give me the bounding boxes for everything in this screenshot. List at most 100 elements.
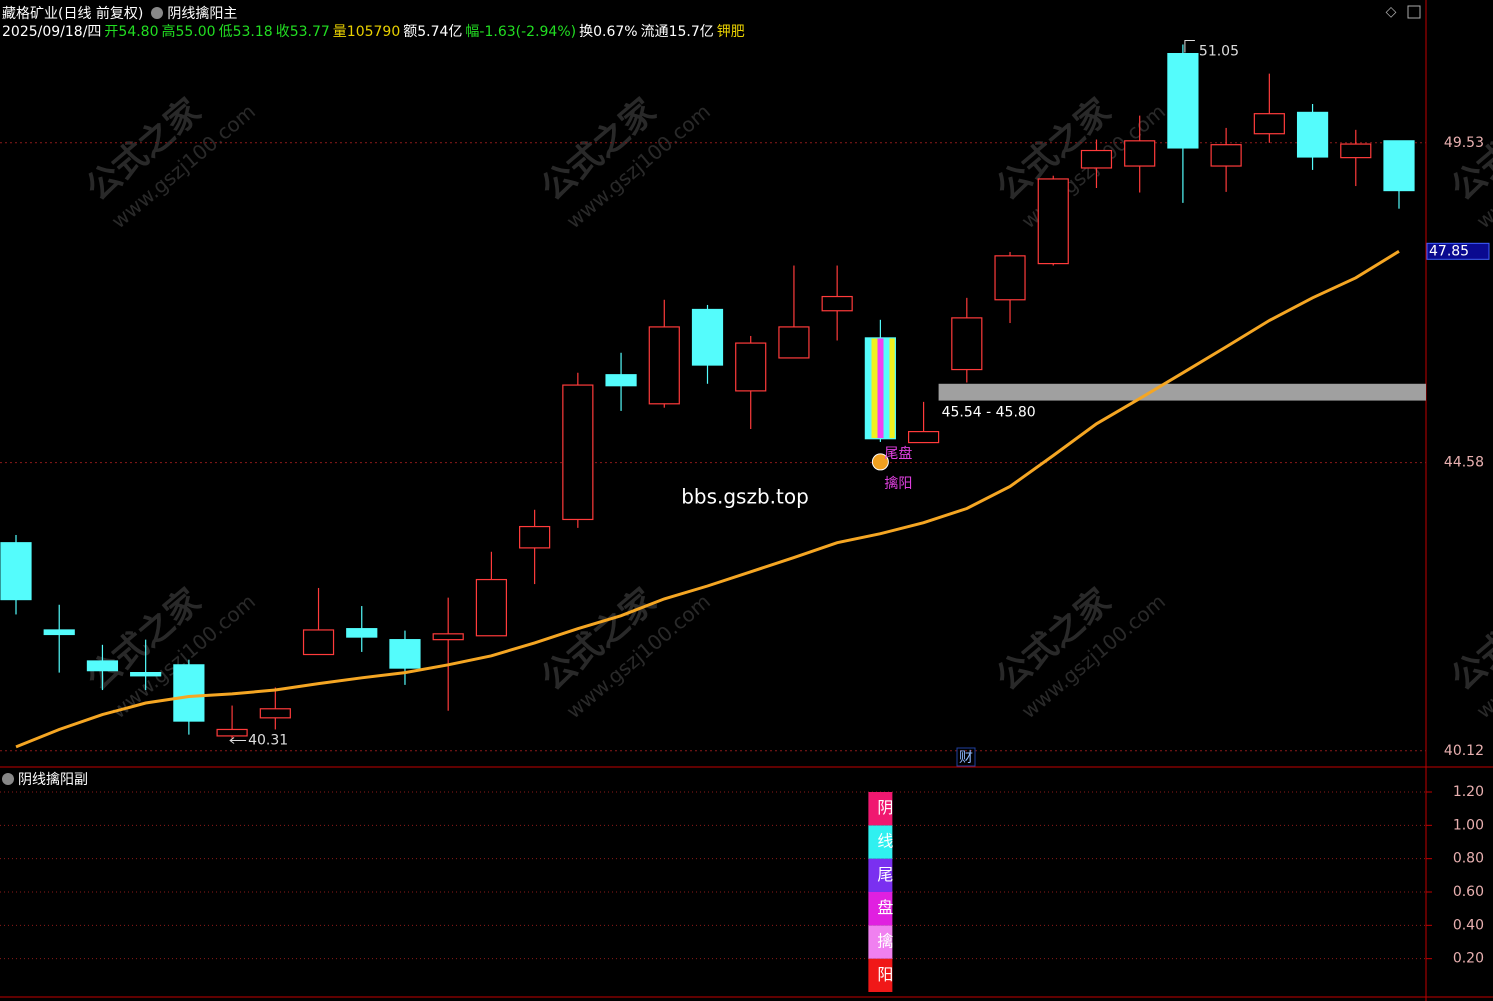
candle-body: [691, 308, 724, 366]
main-panel: 40.12 44.58 49.53 45.54 - 45.80 47.85 51.05 40…: [0, 40, 1490, 759]
stacked-segment: [868, 825, 893, 859]
watermark-text: 公式之家: [1444, 581, 1493, 699]
candle-body: [994, 255, 1026, 301]
y-tick-label: 0.40: [1453, 917, 1484, 933]
ma-line: [15, 250, 1400, 749]
candle-body: [346, 628, 378, 638]
quote-item: 钾肥: [716, 24, 745, 40]
candle-body: [389, 639, 421, 669]
segment-label: 线: [877, 832, 893, 851]
candle-body: [1383, 140, 1415, 192]
signal-label: 擒阳: [884, 475, 912, 492]
candle-body: [778, 326, 810, 359]
quote-item: 2025/09/18/四: [2, 24, 102, 40]
quote-item: 换0.67%: [579, 24, 638, 40]
candle-body: [1037, 178, 1069, 265]
candle-body: [519, 525, 551, 549]
segment-label: 阳: [877, 965, 893, 984]
ma-value-box: [1426, 242, 1490, 260]
segment-label: 尾: [877, 865, 893, 884]
signal-label: 尾盘: [884, 445, 912, 462]
event-box: [956, 747, 976, 767]
candle-body: [864, 337, 896, 440]
y-tick-label: 49.53: [1444, 135, 1484, 151]
quote-item: 幅-1.63(-2.94%): [465, 24, 577, 40]
candle-body: [1124, 140, 1156, 167]
candle-body: [0, 542, 32, 601]
high-label: 51.05: [1199, 44, 1239, 60]
signal-icon: [871, 453, 889, 471]
candle-body: [1253, 113, 1285, 135]
indicator-icon[interactable]: [151, 7, 164, 19]
site-watermark: bbs.gszb.top: [681, 485, 809, 509]
y-tick-label: 1.00: [1453, 817, 1484, 833]
candle-body: [432, 633, 464, 641]
candle-body: [259, 708, 291, 719]
diamond-icon[interactable]: ◇: [1386, 4, 1397, 20]
candle-body: [130, 672, 162, 677]
quote-item: 额5.74亿: [403, 24, 463, 40]
candle-body: [735, 342, 767, 392]
indicator-title[interactable]: 阴线擒阳主: [167, 6, 238, 22]
quote-item: 流通15.7亿: [640, 24, 714, 40]
header-row: 藏格矿业(日线 前复权) 阴线擒阳主: [2, 3, 237, 23]
segment-label: 擒: [877, 932, 893, 951]
price-zone: [938, 383, 1426, 401]
sub-header: 阴线擒阳副: [2, 769, 88, 789]
quote-item: 量105790: [332, 24, 401, 40]
candle-body: [173, 664, 205, 722]
event-marker: 财: [959, 750, 973, 766]
candle-body: [562, 384, 594, 521]
candle-body: [216, 728, 248, 737]
segment-label: 阴: [877, 798, 893, 817]
y-tick-label: 1.20: [1453, 784, 1484, 800]
candle-body: [951, 317, 983, 371]
candle-body: [605, 374, 637, 387]
stacked-segment: [868, 858, 893, 892]
candle-body: [648, 326, 680, 405]
quote-item: 低53.18: [218, 24, 273, 40]
candle-body: [1210, 144, 1242, 167]
y-tick-label: 40.12: [1444, 743, 1484, 759]
stacked-segment: [868, 925, 893, 959]
candle-body: [302, 629, 335, 656]
y-tick-label: 0.60: [1453, 884, 1484, 900]
segment-label: 盘: [877, 898, 893, 917]
stacked-segment: [868, 958, 893, 992]
stacked-segment: [868, 792, 893, 826]
stacked-segment: [868, 892, 893, 926]
indicator-icon[interactable]: [2, 773, 14, 785]
candle-body: [43, 629, 75, 636]
candle-body: [1296, 111, 1329, 158]
candle-body: [907, 430, 940, 444]
sub-title[interactable]: 阴线擒阳副: [18, 772, 88, 788]
quote-row: 2025/09/18/四 开54.80 高55.00 低53.18 收53.77 量105…: [2, 21, 745, 41]
stock-title: 藏格矿业(日线 前复权): [2, 6, 144, 22]
low-label: 40.31: [248, 733, 288, 749]
candle-body: [1167, 52, 1199, 149]
candle-body: [821, 295, 853, 312]
quote-item: 收53.77: [275, 24, 330, 40]
candle-body: [1080, 149, 1113, 169]
low-marker-arrow: [229, 737, 247, 744]
y-tick-label: 44.58: [1444, 455, 1484, 471]
candle-body: [86, 660, 119, 672]
candle-body: [1340, 143, 1372, 159]
candle-body: [475, 578, 508, 637]
quote-item: 高55.00: [161, 24, 216, 40]
quote-item: 开54.80: [104, 24, 159, 40]
y-tick-label: 0.20: [1453, 951, 1484, 967]
high-marker-flag: [1184, 40, 1195, 53]
zone-label: 45.54 - 45.80: [942, 405, 1036, 421]
window-icon[interactable]: [1407, 5, 1421, 19]
ma-value-label: 47.85: [1429, 243, 1469, 259]
